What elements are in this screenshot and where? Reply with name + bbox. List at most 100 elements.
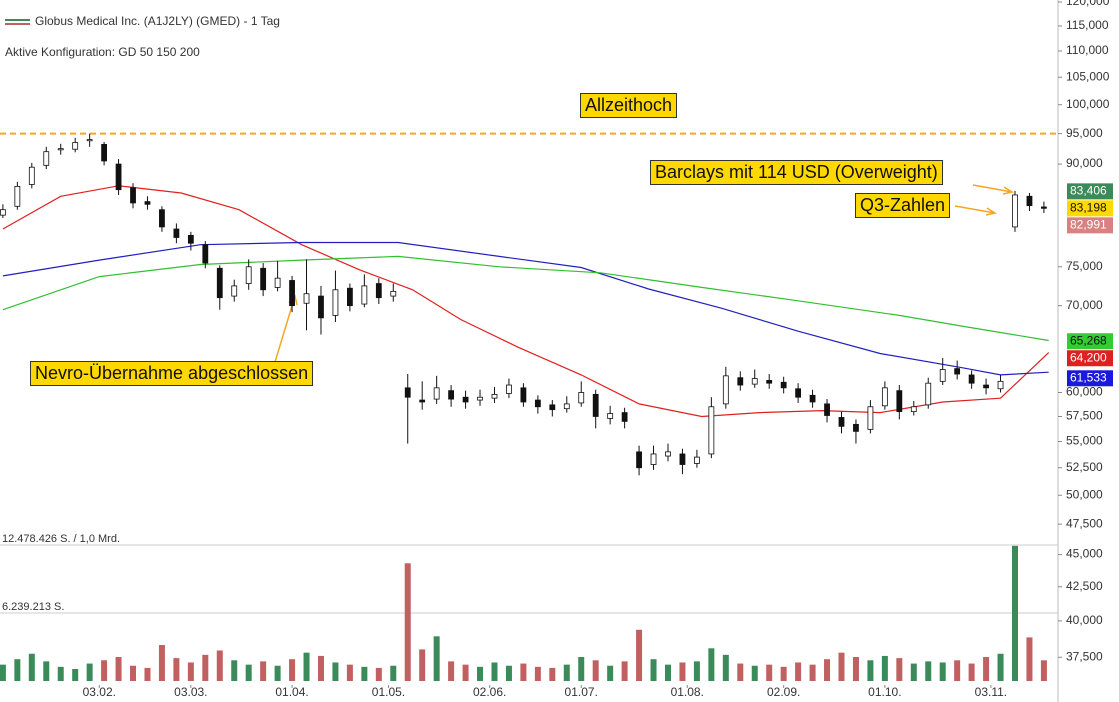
volume-bar [867,660,874,681]
volume-bar [433,636,440,681]
candle-body [549,404,556,411]
volume-bar [346,664,353,681]
volume-bar [708,648,715,681]
y-tick-label: 60,000 [1066,385,1103,399]
volume-bar [809,664,816,681]
y-tick-label: 90,000 [1066,156,1103,170]
candle-body [303,293,310,304]
volume-bar [534,666,541,681]
y-tick-label: 50,000 [1066,487,1103,501]
y-tick-label: 37,500 [1066,649,1103,663]
volume-bar [968,663,975,681]
volume-bar [737,663,744,681]
arrow [954,205,997,216]
candle-body [824,403,830,416]
candle-body [954,368,961,375]
volume-bar [274,665,281,681]
volume-bar [751,665,758,681]
volume-bar [43,661,50,681]
candle-body [751,378,758,385]
volume-bar [621,661,628,681]
candle-body [448,390,455,400]
candle-body [766,380,773,384]
annotation: Q3-Zahlen [855,193,951,218]
volume-bar [144,667,151,681]
candle-body [867,406,874,430]
y-tick-label: 42,500 [1066,579,1103,593]
volume-bar [983,657,990,681]
price-tag-label: 83,406 [1070,184,1107,198]
candle-body [708,406,715,455]
candle-body [361,285,368,305]
x-tick-label: 01.04. [275,685,308,699]
candle-body [997,380,1004,390]
price-tag [1067,370,1113,387]
candle-body [520,387,527,403]
candle-body [809,394,816,403]
price-tag-label: 61,533 [1070,370,1107,384]
x-tick-label: 03.11. [975,685,1007,699]
moving-average [2,241,1049,376]
candle-body [28,166,35,185]
volume-bar [477,666,484,681]
candle-body [896,390,903,412]
candle-body [43,151,50,166]
moving-average [2,255,1049,342]
y-tick-label: 40,000 [1066,613,1103,627]
volume-bar [505,665,512,681]
price-tag-label: 64,200 [1070,350,1107,364]
volume-tick-label: 12.478.426 S. / 1,0 Mrd. [2,533,120,545]
candle-body [245,266,252,284]
candle-body [780,381,787,389]
candle-body [346,287,353,307]
y-tick-label: 57,500 [1066,409,1103,423]
config-label: Aktive Konfiguration: GD 50 150 200 [5,45,200,59]
x-tick-label: 03.03. [174,685,207,699]
price-tag [1067,350,1113,367]
price-tag [1067,333,1113,350]
candle-body [910,406,917,412]
candle-body [983,384,989,389]
candle-body [534,399,541,408]
candle-body [925,382,932,406]
candle-body [86,139,93,142]
volume-bar [390,665,397,681]
volume-bar [404,563,411,681]
candle-body [607,413,614,419]
volume-bar [881,655,888,681]
candle-body [115,163,122,191]
volume-tick-label: 6.239.213 S. [2,601,64,613]
y-tick-label: 47,500 [1066,516,1103,530]
candle-body [491,393,498,399]
arrow [972,184,1014,195]
candle-body [231,285,238,297]
candle-body [1026,195,1033,207]
volume-bar [375,667,382,681]
candle-body [0,209,6,216]
x-tick-label: 01.07. [565,685,598,699]
volume-bar [158,645,165,681]
candle-body [318,295,324,319]
volume-bar [592,660,599,681]
candle-body [462,396,469,403]
volume-bar [332,662,339,681]
y-tick-label: 45,000 [1066,547,1103,561]
candle-body [202,244,209,264]
price-tag-label: 65,268 [1070,333,1107,347]
candle-body [1012,194,1018,228]
candle-body [14,186,21,207]
candle-body [968,374,975,384]
candle-body [722,375,729,405]
candle-body [838,417,845,427]
annotation: Barclays mit 114 USD (Overweight) [650,160,943,185]
candle-body [477,396,483,401]
volume-bar [231,660,238,681]
y-tick-label: 70,000 [1066,298,1103,312]
candle-body [419,399,426,403]
volume-bar [419,649,426,681]
volume-bar [303,652,310,681]
candle-body [650,453,657,465]
x-tick-label: 03.02. [83,685,116,699]
candle-body [592,393,599,417]
